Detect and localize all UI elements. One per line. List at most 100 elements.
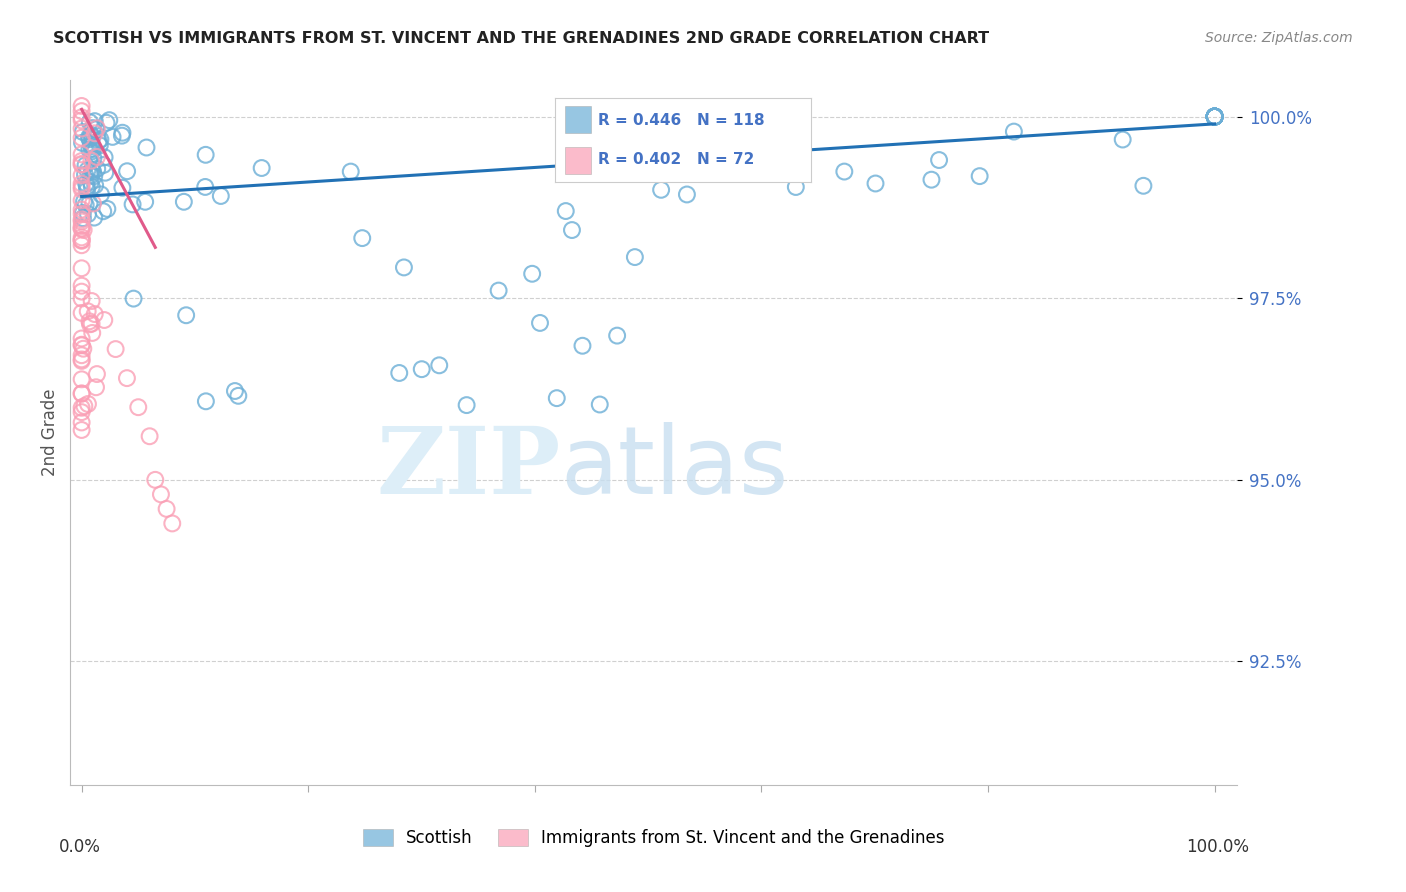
Point — [194, 180, 217, 194]
Point — [834, 164, 856, 178]
Point — [554, 204, 576, 219]
Point — [73, 399, 96, 413]
Point — [1204, 110, 1226, 124]
Point — [1204, 110, 1226, 124]
Point — [72, 206, 94, 220]
Point — [73, 223, 96, 237]
Point — [70, 212, 93, 227]
Point — [1002, 125, 1025, 139]
Point — [93, 158, 115, 172]
Point — [1204, 110, 1226, 124]
Point — [73, 168, 96, 182]
Point — [1204, 110, 1226, 124]
Point — [70, 147, 93, 161]
Point — [969, 169, 991, 183]
Point — [77, 130, 100, 145]
Point — [70, 292, 93, 306]
Point — [75, 177, 97, 191]
Point — [70, 169, 93, 183]
Point — [76, 180, 98, 194]
Point — [392, 260, 415, 275]
Point — [111, 180, 134, 194]
Point — [155, 502, 177, 516]
Point — [1204, 110, 1226, 124]
Point — [785, 180, 807, 194]
Point — [70, 179, 93, 194]
Point — [70, 130, 93, 145]
Point — [83, 307, 105, 321]
Point — [80, 169, 103, 183]
Point — [561, 223, 583, 237]
Point — [111, 126, 134, 140]
Point — [70, 221, 93, 235]
Point — [174, 308, 197, 322]
Point — [127, 400, 149, 414]
Point — [87, 134, 110, 148]
Point — [79, 175, 101, 189]
Point — [84, 122, 107, 136]
Point — [77, 207, 100, 221]
Point — [70, 230, 93, 244]
Point — [70, 306, 93, 320]
Point — [89, 138, 111, 153]
Point — [70, 104, 93, 119]
Point — [70, 158, 93, 172]
Point — [624, 250, 647, 264]
Point — [70, 121, 93, 136]
Text: Source: ZipAtlas.com: Source: ZipAtlas.com — [1205, 31, 1353, 45]
Point — [70, 261, 93, 276]
Point — [787, 166, 810, 180]
Point — [224, 384, 246, 398]
Point — [589, 397, 612, 411]
Point — [138, 429, 160, 443]
Point — [70, 157, 93, 171]
Point — [1204, 110, 1226, 124]
Point — [546, 391, 568, 405]
Point — [1204, 110, 1226, 124]
Point — [352, 231, 374, 245]
Point — [70, 136, 93, 150]
Point — [1204, 110, 1226, 124]
Point — [83, 114, 105, 128]
Text: SCOTTISH VS IMMIGRANTS FROM ST. VINCENT AND THE GRENADINES 2ND GRADE CORRELATION: SCOTTISH VS IMMIGRANTS FROM ST. VINCENT … — [53, 31, 990, 46]
Point — [339, 164, 361, 178]
Point — [98, 113, 121, 128]
Point — [735, 157, 758, 171]
Point — [456, 398, 478, 412]
Point — [928, 153, 950, 167]
Point — [650, 183, 672, 197]
Point — [70, 338, 93, 352]
Point — [73, 194, 96, 209]
Point — [89, 132, 111, 146]
Point — [135, 140, 157, 154]
Text: 100.0%: 100.0% — [1185, 838, 1249, 855]
Point — [96, 116, 118, 130]
Text: atlas: atlas — [561, 422, 789, 514]
Point — [70, 113, 93, 128]
Point — [70, 352, 93, 367]
Point — [80, 128, 103, 142]
Point — [70, 423, 93, 437]
Point — [80, 139, 103, 153]
Point — [70, 348, 93, 362]
Point — [1204, 110, 1226, 124]
Point — [70, 285, 93, 299]
Text: 0.0%: 0.0% — [59, 838, 100, 855]
Point — [79, 317, 101, 331]
Point — [194, 394, 217, 409]
Point — [80, 145, 103, 159]
Point — [104, 342, 127, 356]
Point — [83, 169, 105, 183]
Point — [84, 380, 107, 394]
Point — [703, 163, 725, 178]
Point — [1132, 178, 1154, 193]
Point — [70, 194, 93, 208]
Point — [1204, 110, 1226, 124]
Point — [70, 111, 93, 125]
Point — [250, 161, 273, 175]
Point — [80, 317, 103, 331]
Point — [79, 314, 101, 328]
Point — [173, 194, 195, 209]
Point — [149, 487, 172, 501]
Point — [162, 516, 184, 531]
